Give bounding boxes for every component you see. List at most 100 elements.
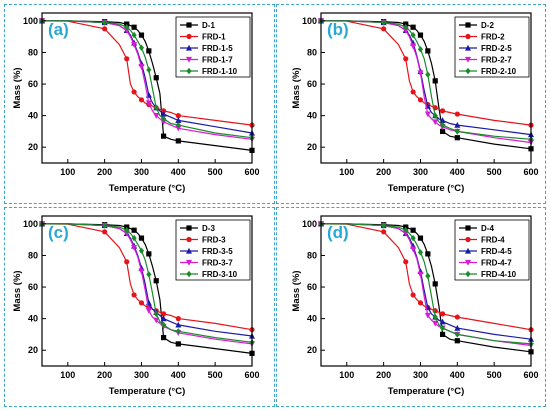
data-point-FRD-3 [175,316,181,322]
panel-label: (b) [327,20,349,39]
data-point-FRD-1-10 [175,121,181,129]
data-point-FRD-2-10 [410,31,416,39]
data-point-FRD-4 [454,314,460,320]
x-tick-label: 200 [376,370,391,380]
data-point-FRD-4 [439,311,446,317]
series-line-FRD-2 [320,20,532,126]
data-point-FRD-2-10 [381,19,387,26]
series-line-FRD-4 [320,223,532,331]
x-tick-label: 500 [487,370,502,380]
data-point-FRD-4-5 [454,324,461,331]
series-line-D-4 [321,223,532,353]
legend-swatch-marker [186,270,192,278]
data-point-D-3 [138,235,145,241]
data-point-FRD-2-7 [424,111,431,118]
plot-frame [41,215,253,367]
x-tick-label: 200 [97,167,112,177]
data-point-FRD-2-10 [432,112,438,119]
data-point-FRD-2 [381,26,387,32]
data-point-FRD-3 [102,229,108,235]
data-point-FRD-4-10 [432,313,438,321]
data-point-FRD-1-7 [175,125,182,132]
legend-swatch-marker [465,44,471,51]
data-point-FRD-2-10 [417,46,424,53]
y-axis-label: Mass (%) [12,67,23,108]
data-point-D-1 [153,75,159,81]
legend-entry: FRD-4-7 [481,259,512,268]
plot-frame [41,12,253,164]
legend-entry: FRD-4 [481,236,505,245]
data-point-FRD-4-10 [381,222,387,229]
panel-frame-b [276,4,546,204]
x-tick-label: 600 [523,167,538,177]
data-point-FRD-1-7 [145,100,152,107]
series-line-FRD-2-10 [321,20,532,140]
x-tick-label: 300 [134,370,149,380]
chart-panel-c: 100 200 300 400 500 600 20 40 60 80 100 Temperature… [12,215,260,397]
data-point-D-4 [439,331,446,338]
legend-entry: FRD-4-10 [481,270,517,279]
y-tick-label: 40 [28,111,38,121]
x-tick-label: 100 [339,167,354,177]
series-line-FRD-1 [41,20,253,126]
y-tick-label: 80 [307,250,317,260]
data-point-FRD-3-10 [160,321,167,329]
data-point-D-3 [153,278,159,284]
x-tick-label: 100 [60,370,75,380]
y-tick-label: 40 [307,111,317,121]
data-point-FRD-1-7 [153,113,160,119]
data-point-FRD-2 [417,97,424,103]
x-tick-label: 200 [376,167,391,177]
y-axis-label: Mass (%) [291,67,302,108]
x-tick-label: 400 [171,370,186,380]
data-point-FRD-2-10 [403,24,409,31]
data-point-FRD-1-7 [160,119,167,126]
data-point-FRD-3 [160,311,167,317]
data-point-FRD-3-7 [138,268,145,275]
legend-entry: FRD-4-5 [481,247,512,256]
series-line-FRD-3-10 [42,223,253,343]
series-line-FRD-4-10 [321,223,532,345]
panel-frame-d [276,207,546,407]
data-point-FRD-4-10 [454,331,460,338]
legend-swatch-marker [186,247,192,254]
legend-swatch-marker [186,56,192,63]
x-tick-label: 200 [97,370,112,380]
series-line-D-1 [42,20,253,151]
legend-entry: FRD-2-7 [481,56,512,65]
x-tick-label: 100 [339,370,354,380]
y-tick-label: 60 [28,79,38,89]
data-point-D-2 [454,135,460,141]
data-point-D-1 [131,24,137,30]
data-point-FRD-2-5 [454,121,461,128]
data-point-FRD-1 [102,26,108,32]
y-axis-label: Mass (%) [12,270,23,311]
data-point-FRD-2 [403,56,409,62]
data-point-FRD-1-7 [138,64,145,70]
data-point-FRD-3 [124,259,130,265]
data-point-D-2 [439,128,446,135]
data-point-D-4 [454,338,460,344]
x-tick-label: 600 [244,370,259,380]
data-point-D-4 [432,281,438,287]
chart-panel-a: 100 200 300 400 500 600 20 40 60 80 100 Temperature… [12,12,260,194]
chart-panel-d: 100 200 300 400 500 600 20 40 60 80 100 Temperature… [291,215,539,397]
data-point-D-2 [417,32,424,38]
data-point-FRD-4-7 [424,312,431,319]
data-point-FRD-4-7 [432,320,439,327]
legend-swatch-marker [186,44,192,51]
data-point-FRD-2 [454,111,460,117]
data-point-FRD-1-10 [153,104,159,111]
legend-swatch-marker [465,33,471,40]
data-point-FRD-4-10 [417,249,424,256]
legend-entry: FRD-1-5 [202,44,233,53]
y-tick-label: 20 [307,142,317,152]
legend-swatch-marker [465,236,471,243]
x-tick-label: 300 [413,370,428,380]
legend-swatch-marker [186,33,192,40]
y-tick-label: 40 [28,314,38,324]
legend-entry: FRD-3-10 [202,270,238,279]
data-point-FRD-1-5 [175,117,182,123]
legend-entry: FRD-3-5 [202,247,233,256]
